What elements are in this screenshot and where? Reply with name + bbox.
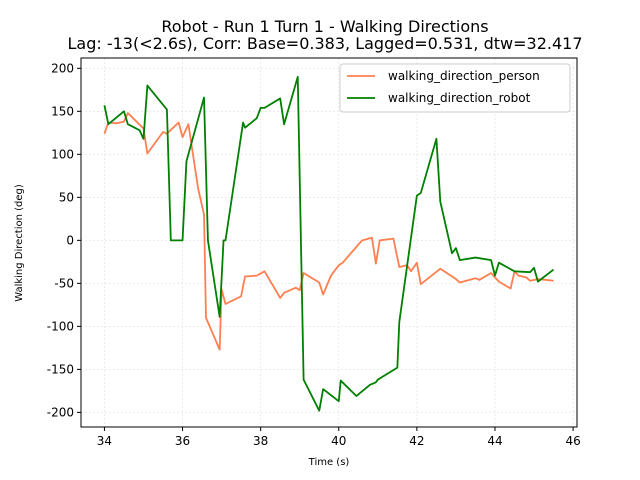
y-tick-label: -200 <box>47 405 74 419</box>
x-tick-label: 42 <box>409 434 424 448</box>
chart-subtitle: Lag: -13(<2.6s), Corr: Base=0.383, Lagge… <box>67 34 582 53</box>
x-tick-label: 34 <box>97 434 112 448</box>
y-tick-label: -100 <box>47 319 74 333</box>
y-tick-label: 50 <box>59 190 74 204</box>
series-line-person <box>103 112 554 351</box>
y-tick-label: 0 <box>66 233 74 247</box>
y-tick-label: 100 <box>51 147 74 161</box>
legend-box <box>339 63 571 113</box>
legend: walking_direction_person walking_directi… <box>339 63 571 113</box>
y-axis-ticks: -200 -150 -100 -50 0 50 100 150 200 <box>47 61 81 419</box>
y-axis-label: Walking Direction (deg) <box>14 184 25 302</box>
legend-label-person: walking_direction_person <box>388 69 540 83</box>
x-tick-label: 38 <box>253 434 268 448</box>
x-tick-label: 46 <box>565 434 580 448</box>
x-tick-label: 44 <box>487 434 502 448</box>
x-tick-label: 36 <box>175 434 190 448</box>
x-tick-label: 40 <box>331 434 346 448</box>
series-line-robot <box>103 76 555 412</box>
chart-title: Robot - Run 1 Turn 1 - Walking Direction… <box>161 17 488 36</box>
grid <box>81 58 577 427</box>
x-axis-label: Time (s) <box>308 457 350 468</box>
plot-frame <box>80 57 578 428</box>
series-lines <box>103 76 555 412</box>
legend-label-robot: walking_direction_robot <box>388 91 531 105</box>
x-axis-ticks: 34 36 38 40 42 44 46 <box>97 427 581 448</box>
y-tick-label: -150 <box>47 362 74 376</box>
y-tick-label: 150 <box>51 104 74 118</box>
y-tick-label: 200 <box>51 61 74 75</box>
y-tick-label: -50 <box>54 276 74 290</box>
